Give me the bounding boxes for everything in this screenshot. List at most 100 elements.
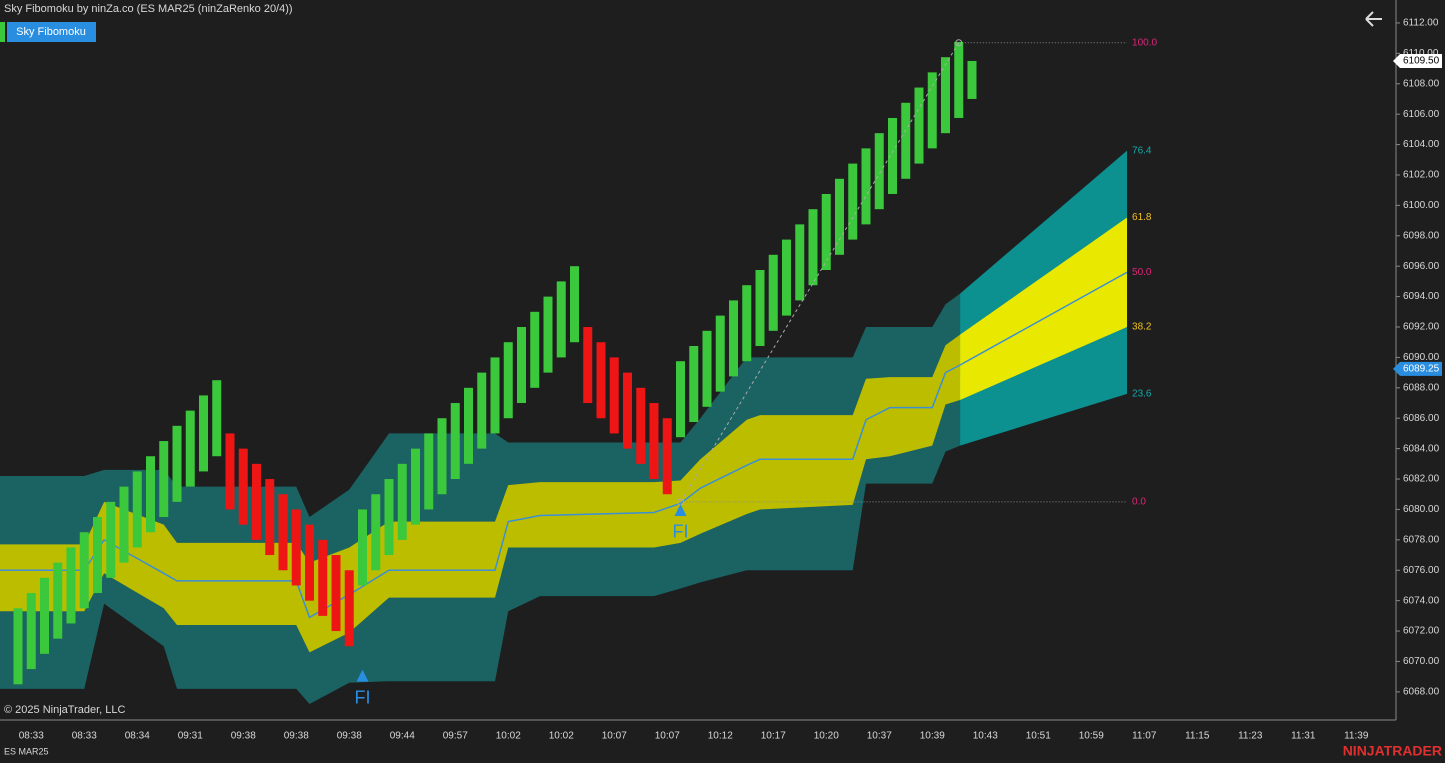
x-tick-label: 11:31 xyxy=(1291,731,1316,742)
candle xyxy=(702,330,712,407)
x-tick-label: 11:07 xyxy=(1132,731,1157,742)
candle xyxy=(901,102,911,179)
x-tick-label: 09:44 xyxy=(390,731,415,742)
y-tick-label: 6076.00 xyxy=(1403,565,1440,576)
candle xyxy=(874,133,884,210)
brand-logo: NINJATRADER xyxy=(1343,743,1442,759)
candle xyxy=(583,327,593,404)
candle xyxy=(265,479,275,556)
chart-title: Sky Fibomoku by ninZa.co (ES MAR25 (ninZ… xyxy=(4,3,293,15)
y-tick-label: 6070.00 xyxy=(1403,656,1440,667)
candle xyxy=(676,361,685,438)
x-tick-label: 09:38 xyxy=(231,731,256,742)
candle xyxy=(225,433,235,510)
candle xyxy=(464,387,473,464)
fib-level-label: 38.2 xyxy=(1132,322,1152,333)
candle xyxy=(649,403,659,480)
candle xyxy=(13,608,23,685)
x-tick-label: 10:37 xyxy=(867,731,892,742)
candle xyxy=(662,418,672,495)
candle xyxy=(26,593,36,670)
x-tick-label: 10:02 xyxy=(549,731,574,742)
fib-level-label: 76.4 xyxy=(1132,145,1152,156)
y-tick-label: 6088.00 xyxy=(1403,382,1440,393)
candle xyxy=(79,532,89,609)
fib-level-label: 61.8 xyxy=(1132,212,1152,223)
projection-mid-line xyxy=(959,271,1128,366)
y-tick-label: 6098.00 xyxy=(1403,230,1440,241)
candle xyxy=(808,209,818,286)
plot-area: FI FI xyxy=(0,39,1128,707)
candle xyxy=(689,346,699,423)
price-marker xyxy=(1393,53,1442,68)
y-tick-label: 6086.00 xyxy=(1403,413,1440,424)
candle xyxy=(927,72,937,149)
signal-label: FI xyxy=(355,687,371,707)
candle xyxy=(318,539,328,616)
candle xyxy=(490,357,500,434)
candle xyxy=(941,57,950,134)
candle xyxy=(477,372,487,449)
candle xyxy=(821,193,831,270)
copyright: © 2025 NinjaTrader, LLC xyxy=(4,704,125,716)
candle xyxy=(371,494,381,571)
candle xyxy=(530,311,540,388)
candle xyxy=(768,254,778,331)
x-tick-label: 11:39 xyxy=(1344,731,1369,742)
fib-level-label: 23.6 xyxy=(1132,389,1152,400)
back-arrow[interactable] xyxy=(1365,11,1382,27)
candle xyxy=(556,281,566,358)
signal-arrow xyxy=(674,503,687,516)
y-tick-label: 6104.00 xyxy=(1403,139,1440,150)
candle xyxy=(53,562,63,639)
candle xyxy=(517,327,526,404)
candle xyxy=(199,395,208,472)
y-tick-label: 6106.00 xyxy=(1403,109,1440,120)
y-tick-label: 6092.00 xyxy=(1403,322,1440,333)
candle xyxy=(888,117,897,194)
candle xyxy=(914,87,924,164)
candle xyxy=(596,342,606,419)
candle xyxy=(848,163,858,240)
candle xyxy=(742,285,752,362)
price-marker xyxy=(1393,361,1442,376)
y-tick-label: 6080.00 xyxy=(1403,504,1440,515)
candle xyxy=(835,178,844,255)
y-tick-label: 6108.00 xyxy=(1403,78,1440,89)
candle xyxy=(291,509,301,586)
x-tick-label: 10:17 xyxy=(761,731,786,742)
x-tick-label: 09:57 xyxy=(443,731,468,742)
candle xyxy=(238,448,248,525)
candle xyxy=(185,410,195,487)
candle xyxy=(570,266,579,343)
candle xyxy=(543,296,553,373)
x-tick-label: 09:38 xyxy=(284,731,309,742)
candle xyxy=(252,463,261,540)
x-tick-label: 10:39 xyxy=(920,731,945,742)
x-tick-label: 10:02 xyxy=(496,731,521,742)
y-tick-label: 6102.00 xyxy=(1403,170,1440,181)
candle xyxy=(450,403,460,480)
fib-anchor-point xyxy=(955,39,963,47)
candle xyxy=(384,479,394,556)
x-tick-label: 11:15 xyxy=(1185,731,1210,742)
fib-level-label: 100.0 xyxy=(1132,37,1157,48)
y-tick-label: 6082.00 xyxy=(1403,474,1440,485)
candle xyxy=(159,441,169,518)
candle xyxy=(623,372,632,449)
x-tick-label: 10:51 xyxy=(1026,731,1051,742)
indicator-marker xyxy=(0,22,5,42)
candle xyxy=(397,463,407,540)
candle xyxy=(358,509,367,586)
candle xyxy=(636,387,646,464)
indicator-button-label[interactable]: Sky Fibomoku xyxy=(16,26,86,38)
candle xyxy=(278,494,288,571)
candle xyxy=(305,524,314,601)
x-tick-label: 10:07 xyxy=(602,731,627,742)
indicator-button[interactable] xyxy=(7,22,96,42)
inner-band xyxy=(0,334,961,653)
candle xyxy=(967,60,977,99)
y-tick-label: 6084.00 xyxy=(1403,443,1440,454)
signal-label: FI xyxy=(673,522,689,542)
y-tick-label: 6112.00 xyxy=(1403,18,1439,29)
